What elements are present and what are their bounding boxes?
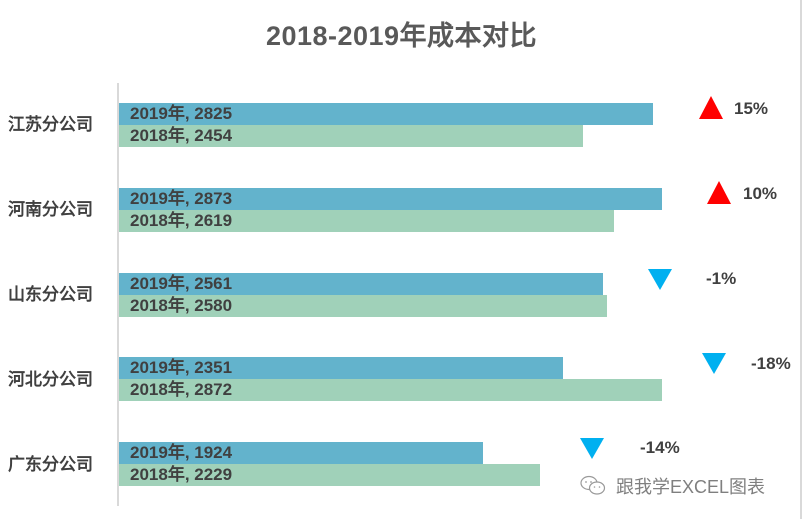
chart-title: 2018-2019年成本对比: [265, 21, 538, 51]
triangle-down-icon: [702, 353, 726, 374]
category-axis-line: [117, 83, 119, 506]
change-percent: -1%: [706, 269, 737, 288]
bar-2019[interactable]: 2019年, 2561: [119, 273, 603, 295]
bar-2019[interactable]: 2019年, 2351: [119, 357, 563, 379]
bar-2018[interactable]: 2018年, 2580: [119, 295, 607, 317]
bar-2018[interactable]: 2018年, 2872: [119, 379, 662, 401]
bar-2018[interactable]: 2018年, 2454: [119, 125, 583, 147]
chart-border: [800, 0, 802, 519]
category-label: 河北分公司: [8, 370, 93, 389]
watermark-text: 跟我学EXCEL图表: [616, 477, 766, 497]
watermark: 跟我学EXCEL图表: [580, 474, 765, 498]
category-label: 河南分公司: [8, 200, 93, 219]
category-label: 山东分公司: [8, 285, 93, 304]
category-label: 江苏分公司: [8, 115, 93, 134]
bar-2019[interactable]: 2019年, 1924: [119, 442, 483, 464]
change-percent: -18%: [751, 354, 791, 373]
bar-2018[interactable]: 2018年, 2229: [119, 464, 540, 486]
bar-2019[interactable]: 2019年, 2873: [119, 188, 662, 210]
change-percent: -14%: [640, 438, 680, 457]
change-percent: 10%: [743, 184, 778, 203]
category-label: 广东分公司: [8, 455, 93, 474]
wechat-icon: [580, 475, 606, 495]
triangle-down-icon: [648, 269, 672, 290]
change-percent: 15%: [734, 99, 769, 118]
triangle-up-icon: [707, 181, 731, 204]
bar-2019[interactable]: 2019年, 2825: [119, 103, 653, 125]
triangle-up-icon: [699, 96, 723, 119]
triangle-down-icon: [580, 438, 604, 459]
bar-2018[interactable]: 2018年, 2619: [119, 210, 614, 232]
